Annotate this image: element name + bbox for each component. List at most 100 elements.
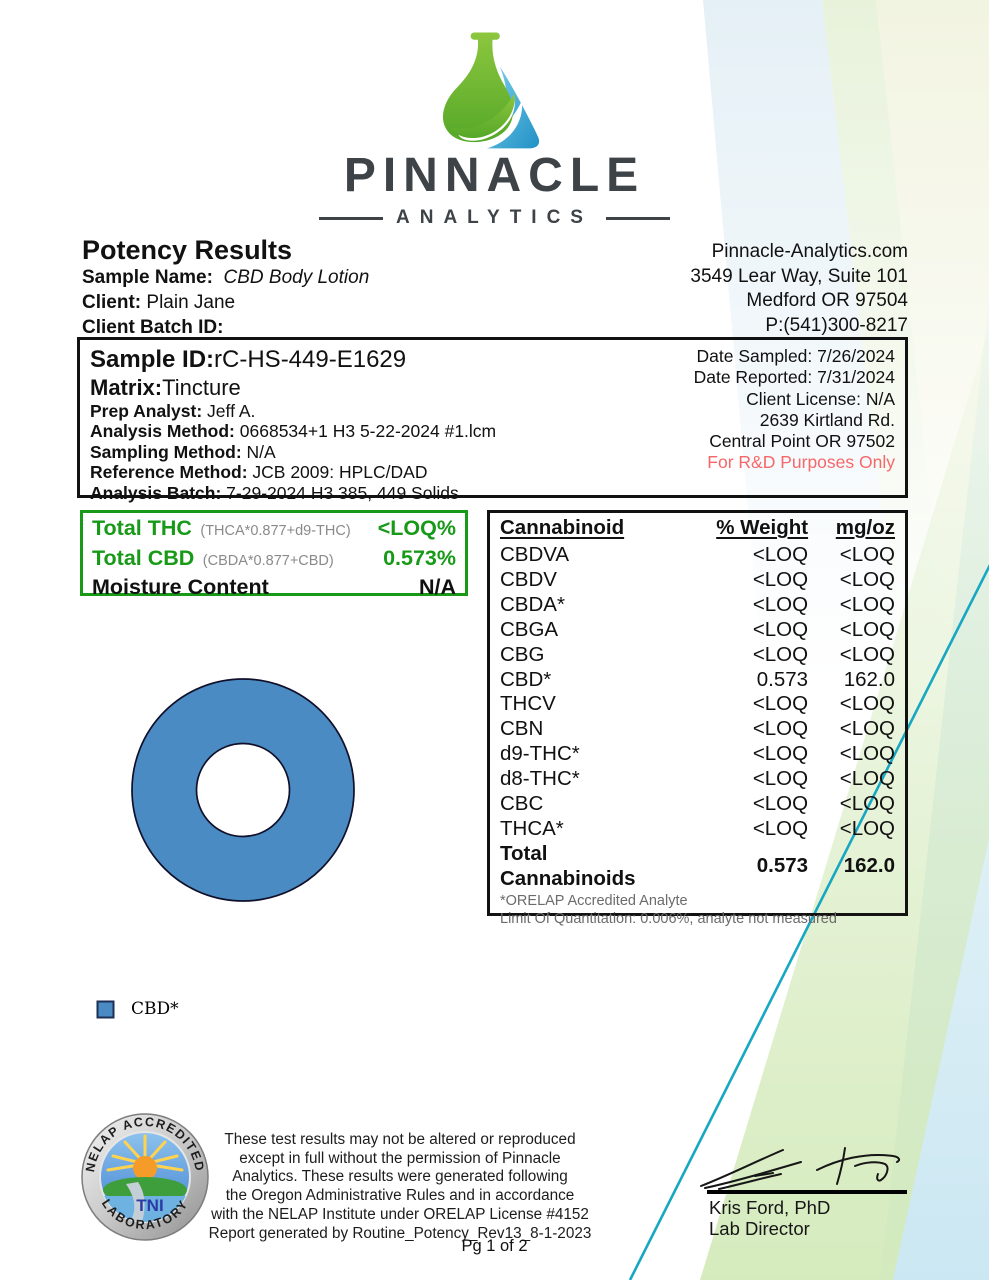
flask-leaf-icon [442,32,540,151]
table-row: CBC <LOQ <LOQ [500,792,895,817]
table-row: d9-THC* <LOQ <LOQ [500,742,895,767]
mgoz-cell: <LOQ [839,592,895,616]
total-mgoz-cell: 162.0 [843,854,895,878]
total-analyte-cell: Total Cannabinoids [500,841,636,890]
lab-website: Pinnacle-Analytics.com [711,241,908,262]
sample-name-label: Sample Name: [82,267,213,288]
weight-cell: <LOQ [752,816,809,840]
sample-name-value: CBD Body Lotion [223,267,370,288]
signature-scrawl [700,1147,901,1190]
prep-analyst-value: Jeff A. [207,401,256,421]
mgoz-cell: <LOQ [839,617,895,641]
sample-id-value: rC-HS-449-E1629 [214,346,407,373]
analyte-cell: CBD* [500,667,552,691]
analyte-cell: THCV [500,692,556,716]
client-license: Client License: N/A [746,388,895,409]
analyte-cell: CBN [500,717,544,741]
mgoz-cell: 162.0 [843,667,895,691]
total-thc-value: <LOQ% [377,516,456,540]
weight-cell: <LOQ [752,767,809,791]
weight-cell: <LOQ [752,592,809,616]
analytics-rule-left [319,216,383,220]
signatory-title: Lab Director [709,1218,810,1239]
sample-info-box: Sample ID:rC-HS-449-E1629 Matrix:Tinctur… [77,337,908,503]
table-row: CBG <LOQ <LOQ [500,643,895,668]
total-thc-label: Total THC [92,516,192,540]
table-total-row: Total Cannabinoids 0.573 162.0 [500,842,895,892]
weight-cell: <LOQ [752,543,809,566]
analyte-cell: CBGA [500,617,559,641]
total-thc-row: Total THC (THCA*0.877+d9-THC) <LOQ% [92,515,456,545]
chart-legend: CBD* [96,999,179,1019]
date-reported: Date Reported: 7/31/2024 [693,367,895,388]
analytics-rule-right [605,216,670,220]
mgoz-cell: <LOQ [839,642,895,666]
lab-address-2: Medford OR 97504 [746,290,908,311]
table-row: CBDA* <LOQ <LOQ [500,593,895,618]
total-cbd-row: Total CBD (CBDA*0.877+CBD) 0.573% [92,545,456,575]
analysis-method-label: Analysis Method: [90,421,235,442]
total-cbd-left: Total CBD (CBDA*0.877+CBD) [92,545,334,575]
svg-text:TNI: TNI [136,1196,163,1215]
sample-id-label: Sample ID: [90,346,215,373]
prep-analyst-label: Prep Analyst: [90,401,203,421]
legend-label-cbd: CBD* [131,999,179,1019]
sample-dates-block: Date Sampled: 7/26/2024 Date Reported: 7… [694,346,895,474]
client-batch-line: Client Batch ID: [82,315,369,340]
table-header-row: Cannabinoid % Weight mg/oz [500,516,895,543]
total-thc-left: Total THC (THCA*0.877+d9-THC) [92,515,351,545]
legend-swatch-cbd [96,1000,115,1018]
client-value: Plain Jane [146,292,236,313]
table-row: CBDVA <LOQ <LOQ [500,543,895,568]
brand-wordmark: PINNACLE [343,149,646,202]
disclaimer-text: These test results may not be altered or… [208,1131,592,1242]
total-weight-cell: 0.573 [756,854,809,878]
signatory-name: Kris Ford, PhD [709,1197,831,1218]
signatory-block: Kris Ford, PhD Lab Director [709,1197,830,1239]
moisture-label: Moisture Content [92,575,269,599]
table-row: CBGA <LOQ <LOQ [500,618,895,643]
weight-cell: <LOQ [752,742,809,766]
col-header-mgoz: mg/oz [835,516,895,539]
mgoz-cell: <LOQ [839,816,895,840]
total-thc-formula: (THCA*0.877+d9-THC) [200,523,351,539]
matrix-label: Matrix: [90,375,163,400]
mgoz-cell: <LOQ [839,792,895,816]
analysis-method-value: 0668534+1 H3 5-22-2024 #1.lcm [239,421,497,442]
analyte-cell: CBDV [500,567,557,591]
donut-hole [195,742,291,838]
brand-subtitle-row: ANALYTICS [0,207,989,229]
total-cbd-value: 0.573% [383,545,456,570]
lab-address-1: 3549 Lear Way, Suite 101 [690,265,908,287]
reference-method-value: JCB 2009: HPLC/DAD [252,462,428,483]
date-sampled: Date Sampled: 7/26/2024 [696,346,895,366]
cannabinoid-table-box: Cannabinoid % Weight mg/oz CBDVA <LOQ <L… [487,510,908,927]
mgoz-cell: <LOQ [839,767,895,791]
analysis-batch-line: Analysis Batch: 7-29-2024 H3 385, 449 So… [90,483,895,503]
sampling-method-label: Sampling Method: [90,441,242,462]
client-batch-label: Client Batch ID: [82,317,224,338]
reference-method-label: Reference Method: [90,462,248,483]
lab-contact-block: Pinnacle-Analytics.com 3549 Lear Way, Su… [690,240,908,338]
report-header: Potency Results Sample Name: CBD Body Lo… [82,235,369,340]
sampling-method-line: Sampling Method: N/A [90,442,895,462]
mgoz-cell: <LOQ [839,692,895,716]
table-row: d8-THC* <LOQ <LOQ [500,767,895,792]
analyte-cell: CBG [500,642,545,666]
legend-swatch-rect [96,1000,115,1018]
matrix-line: Matrix:Tincture [90,374,895,401]
cannabinoid-donut-chart [131,678,355,902]
total-cbd-formula: (CBDA*0.877+CBD) [202,552,334,569]
weight-cell: <LOQ [752,642,809,666]
analyte-cell: d8-THC* [500,767,580,791]
prep-analyst-line: Prep Analyst: Jeff A. [90,401,895,421]
mgoz-cell: <LOQ [839,543,895,566]
page-number: Pg 1 of 2 [461,1237,528,1255]
table-body: CBDVA <LOQ <LOQ CBDV <LOQ <LOQ CBDA* <LO… [500,543,895,842]
sample-id-line: Sample ID:rC-HS-449-E1629 [90,345,895,374]
analysis-batch-label: Analysis Batch: [90,482,222,503]
moisture-row: Moisture Content N/A [92,574,456,601]
col-header-analyte: Cannabinoid [500,516,625,539]
sampling-method-value: N/A [246,441,276,462]
total-cbd-label: Total CBD [92,545,195,570]
